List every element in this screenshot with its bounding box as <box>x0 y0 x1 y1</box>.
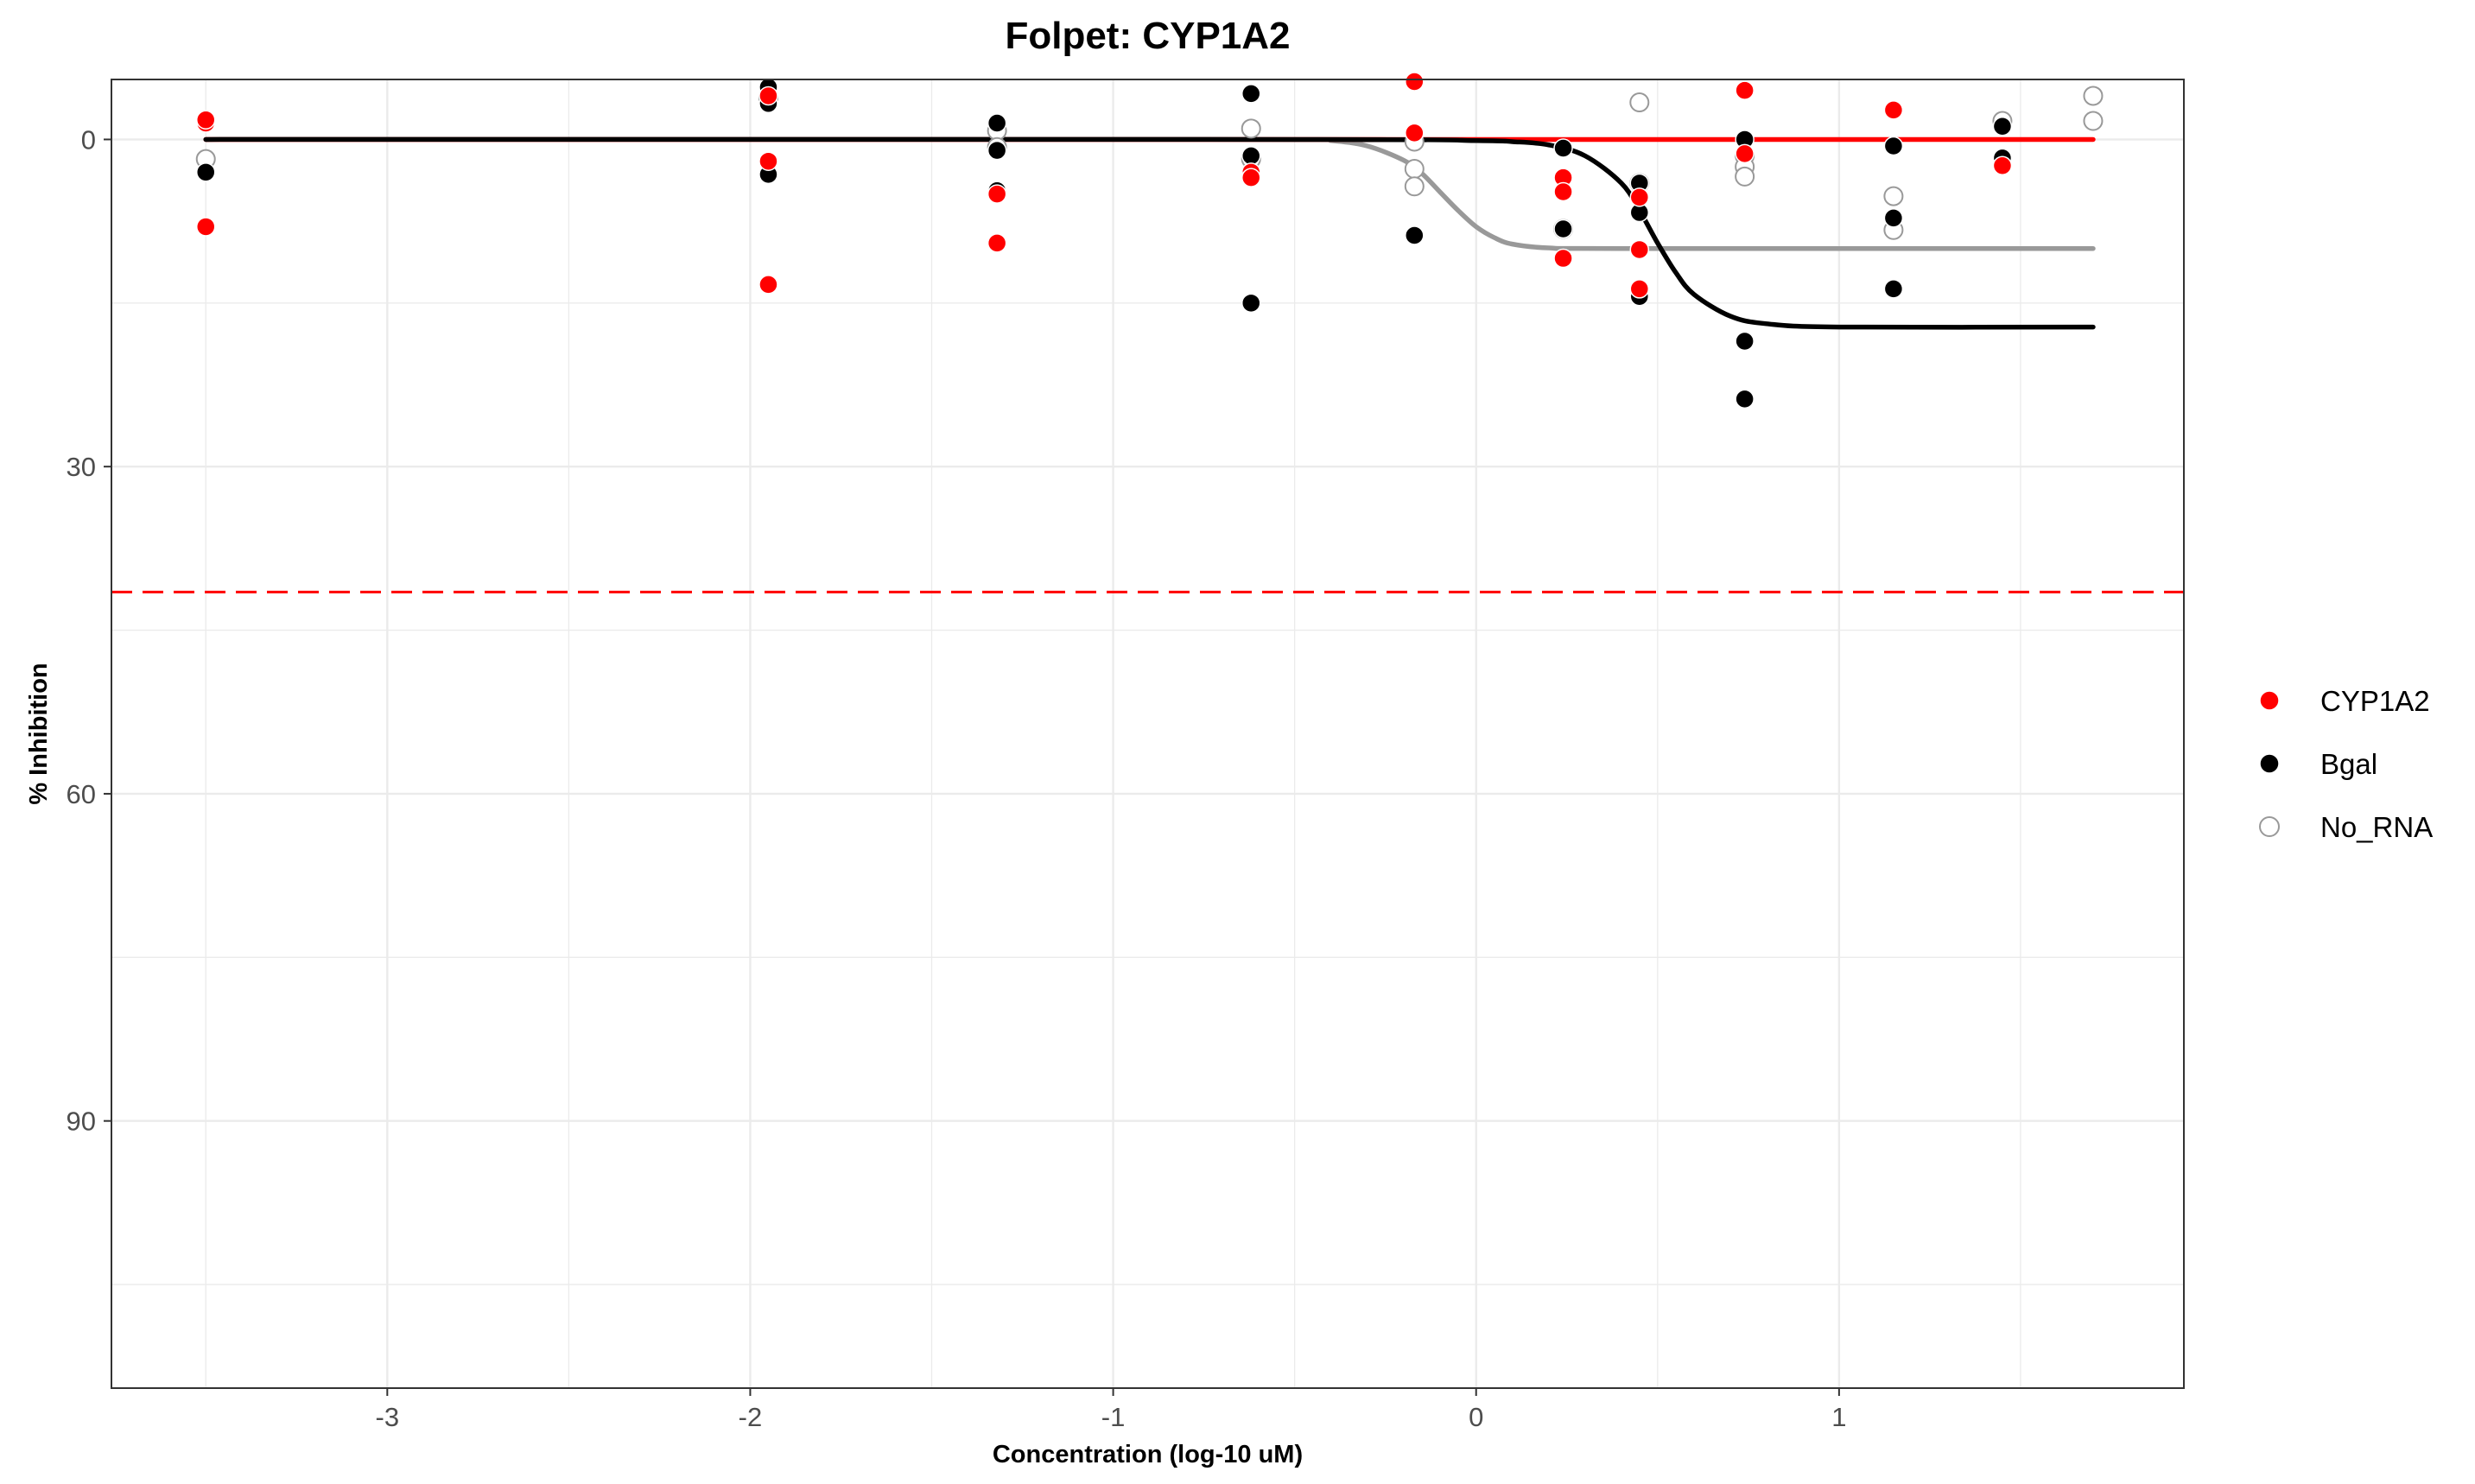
y-tick-label: 0 <box>81 124 96 155</box>
axis-ticks: -3 -2 -1 0 1 0 30 60 90 <box>67 124 1847 1432</box>
point-cyp1a2 <box>1553 181 1573 202</box>
point-bgal <box>1883 136 1904 156</box>
point-cyp1a2 <box>987 184 1007 204</box>
point-bgal <box>987 113 1007 133</box>
point-bgal <box>1553 138 1573 158</box>
y-tick-label: 30 <box>67 452 96 482</box>
fit-curves <box>203 136 2096 330</box>
point-cyp1a2 <box>1241 168 1261 187</box>
x-tick-label: -1 <box>1101 1402 1126 1432</box>
point-no_rna <box>1404 159 1425 180</box>
point-bgal <box>1241 84 1261 104</box>
legend-key-cyp1a2 <box>2259 690 2280 711</box>
point-cyp1a2 <box>1629 279 1650 299</box>
legend-label-cyp1a2: CYP1A2 <box>2320 685 2430 717</box>
point-bgal <box>1735 331 1755 352</box>
point-no_rna <box>1735 166 1755 187</box>
point-cyp1a2 <box>758 275 778 295</box>
point-bgal <box>1241 293 1261 314</box>
x-tick-label: -3 <box>376 1402 400 1432</box>
point-cyp1a2 <box>1553 248 1573 269</box>
point-cyp1a2 <box>1735 143 1755 164</box>
x-tick-label: 1 <box>1831 1402 1846 1432</box>
point-bgal <box>1405 225 1425 245</box>
point-bgal <box>1992 117 2013 136</box>
panel-border <box>111 79 2185 1389</box>
point-cyp1a2 <box>1883 100 1904 120</box>
point-cyp1a2 <box>195 217 216 237</box>
point-bgal <box>1553 219 1573 239</box>
point-cyp1a2 <box>1735 80 1755 100</box>
point-no_rna <box>1241 118 1261 139</box>
point-bgal <box>1883 279 1904 299</box>
point-bgal <box>195 162 216 182</box>
x-tick-label: -2 <box>739 1402 763 1432</box>
y-tick-label: 90 <box>67 1107 96 1137</box>
chart-title: Folpet: CYP1A2 <box>1005 15 1290 57</box>
point-no_rna <box>1883 186 1904 206</box>
point-cyp1a2 <box>195 110 216 130</box>
point-cyp1a2 <box>1629 187 1650 207</box>
point-no_rna <box>2083 111 2104 131</box>
data-points <box>195 72 2104 409</box>
legend-label-no_rna: No_RNA <box>2320 811 2433 843</box>
point-cyp1a2 <box>758 86 778 106</box>
x-axis-title: Concentration (log-10 uM) <box>993 1441 1303 1468</box>
y-axis-title: % Inhibition <box>25 663 53 804</box>
legend-key-no_rna <box>2259 816 2280 837</box>
y-tick-label: 60 <box>67 779 96 809</box>
legend-key-bgal <box>2259 753 2280 774</box>
point-no_rna <box>2083 86 2104 106</box>
point-cyp1a2 <box>1405 123 1425 143</box>
point-bgal <box>1241 146 1261 166</box>
point-bgal <box>1883 208 1904 228</box>
point-cyp1a2 <box>987 233 1007 253</box>
legend-label-bgal: Bgal <box>2320 748 2377 780</box>
fit-curve-bgal <box>203 136 2096 330</box>
legend: CYP1A2 Bgal No_RNA <box>2259 685 2433 843</box>
point-cyp1a2 <box>1992 155 2013 175</box>
x-tick-label: 0 <box>1469 1402 1483 1432</box>
point-cyp1a2 <box>1629 239 1650 260</box>
point-no_rna <box>1404 176 1425 197</box>
point-no_rna <box>1629 92 1650 113</box>
point-cyp1a2 <box>758 151 778 171</box>
point-bgal <box>1735 389 1755 409</box>
point-cyp1a2 <box>1405 72 1425 92</box>
point-bgal <box>987 140 1007 161</box>
